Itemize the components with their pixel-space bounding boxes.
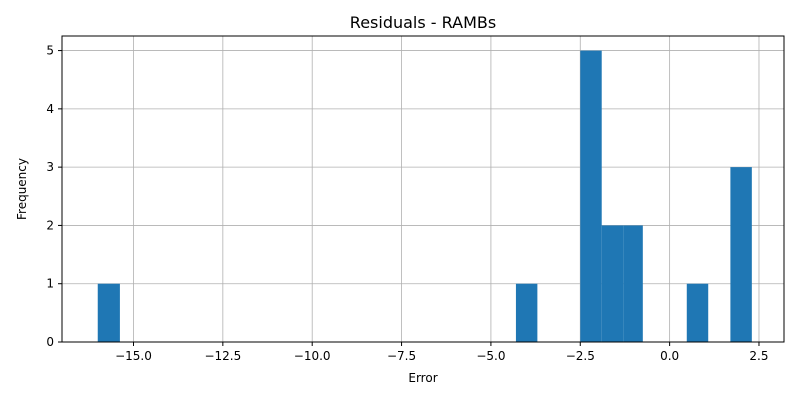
x-tick-label: −12.5 — [204, 349, 241, 363]
histogram-bar — [623, 225, 643, 342]
x-tick-label: 2.5 — [749, 349, 768, 363]
histogram-bar — [730, 167, 752, 342]
bars-layer — [97, 50, 752, 342]
axes-frame — [61, 35, 785, 343]
x-tick-label: 0.0 — [660, 349, 679, 363]
x-tick-label: −2.5 — [566, 349, 595, 363]
chart-title: Residuals - RAMBs — [350, 13, 496, 32]
y-tick-label: 0 — [46, 335, 54, 349]
y-axis-label: Frequency — [15, 158, 29, 220]
x-tick-label: −10.0 — [294, 349, 331, 363]
histogram-bar — [580, 50, 602, 342]
x-axis-label: Error — [408, 371, 437, 385]
y-tick-label: 2 — [46, 218, 54, 232]
histogram-bar — [515, 283, 538, 342]
x-tick-label: −7.5 — [387, 349, 416, 363]
y-tick-label: 5 — [46, 44, 54, 58]
y-tick-label: 1 — [46, 277, 54, 291]
histogram-bar — [601, 225, 624, 342]
x-tick-label: −15.0 — [115, 349, 152, 363]
histogram-bar — [97, 283, 120, 342]
histogram-bar — [686, 283, 709, 342]
grid-layer — [62, 36, 784, 343]
x-tick-label: −5.0 — [476, 349, 505, 363]
x-ticks: −15.0 −12.5 −10.0 −7.5 −5.0 −2.5 0.0 2.5 — [115, 342, 769, 363]
y-ticks: 0 1 2 3 4 5 — [46, 44, 62, 349]
y-tick-label: 3 — [46, 160, 54, 174]
y-tick-label: 4 — [46, 102, 54, 116]
